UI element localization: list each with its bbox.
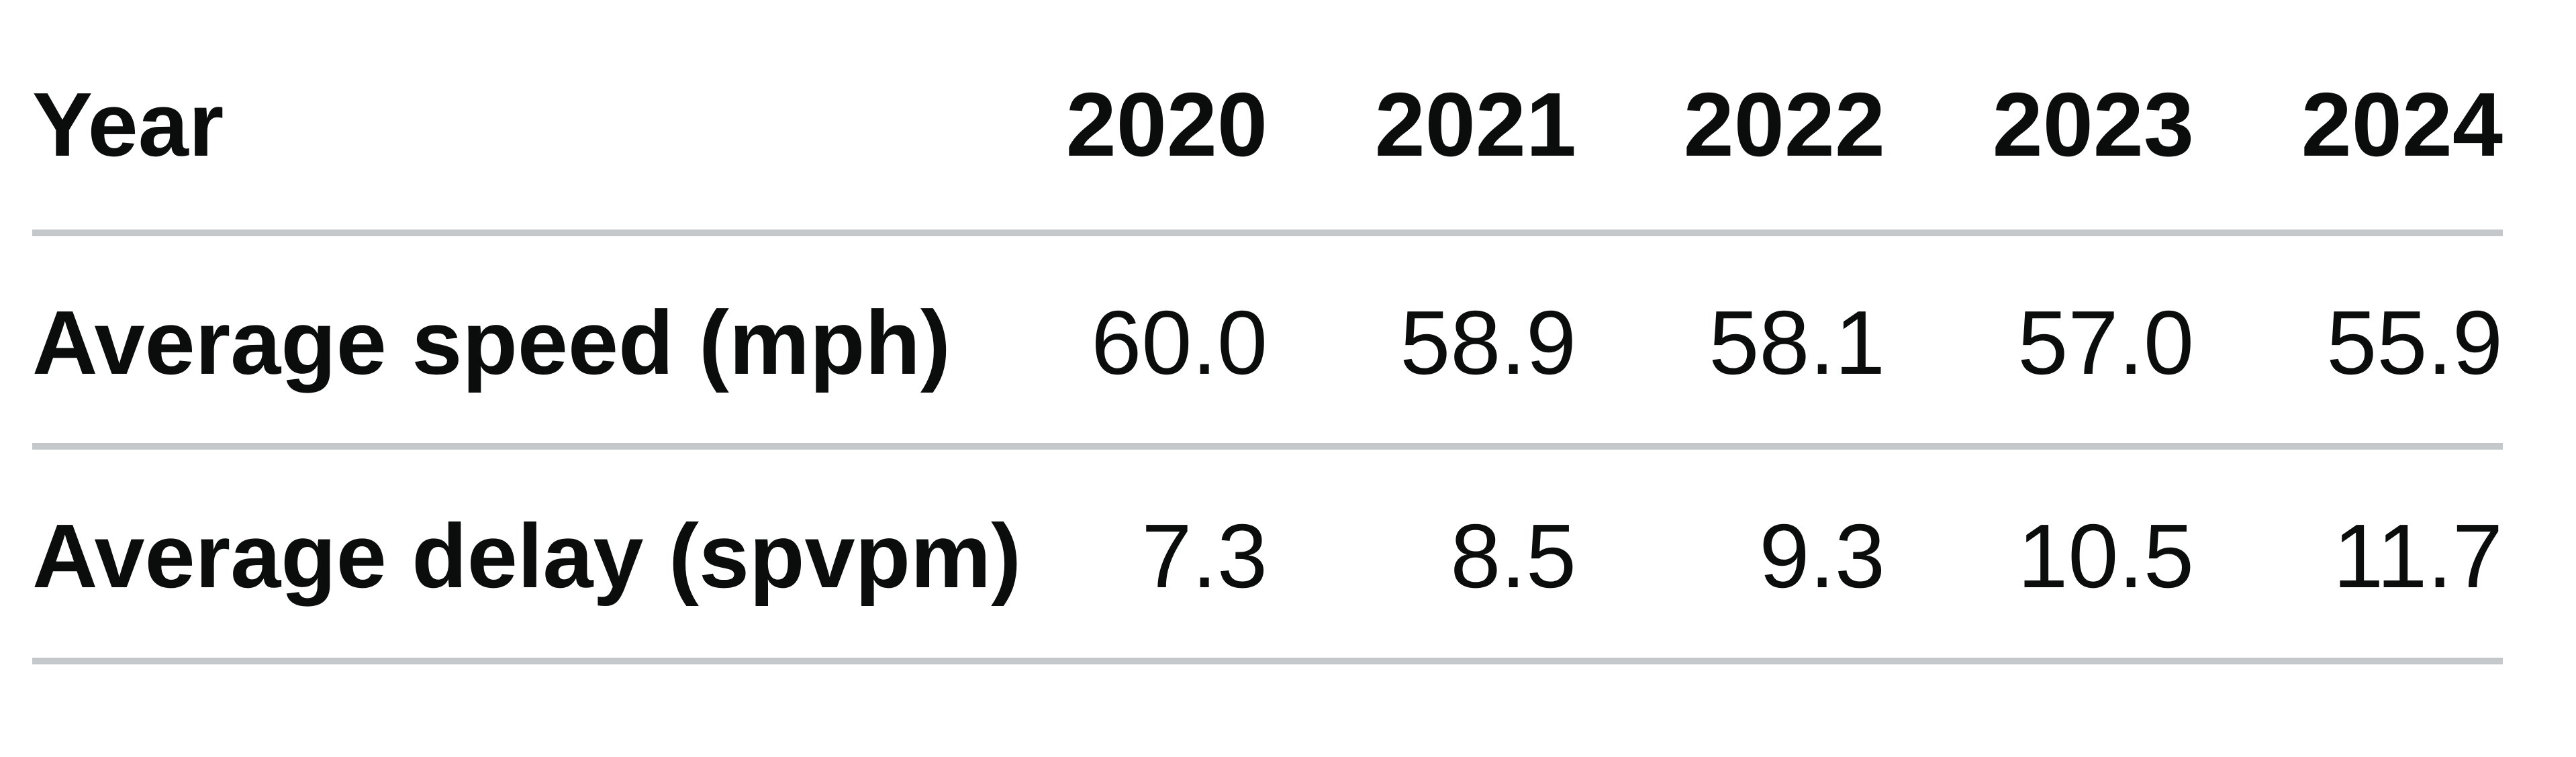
year-stats-table-container: Year 2020 2021 2022 2023 2024 Average sp… — [32, 0, 2503, 664]
table-row-average-delay: Average delay (spvpm) 7.3 8.5 9.3 10.5 1… — [32, 446, 2503, 664]
header-year-label: Year — [32, 0, 959, 236]
header-2023: 2023 — [1885, 0, 2194, 236]
row-label-average-speed: Average speed (mph) — [32, 233, 959, 450]
speed-value-2023: 57.0 — [1885, 233, 2194, 450]
speed-value-2024: 55.9 — [2194, 233, 2503, 450]
delay-value-2021: 8.5 — [1268, 446, 1576, 664]
row-label-average-delay: Average delay (spvpm) — [32, 446, 1021, 664]
header-2021: 2021 — [1268, 0, 1576, 236]
table-row-average-speed: Average speed (mph) 60.0 58.9 58.1 57.0 … — [32, 233, 2503, 450]
speed-value-2020: 60.0 — [959, 233, 1268, 450]
delay-value-2022: 9.3 — [1576, 446, 1885, 664]
delay-value-2023: 10.5 — [1885, 446, 2194, 664]
header-2020: 2020 — [959, 0, 1268, 236]
table-header-row: Year 2020 2021 2022 2023 2024 — [32, 0, 2503, 236]
header-2022: 2022 — [1576, 0, 1885, 236]
header-2024: 2024 — [2194, 0, 2503, 236]
delay-value-2024: 11.7 — [2194, 446, 2503, 664]
year-stats-table: Year 2020 2021 2022 2023 2024 Average sp… — [32, 0, 2503, 664]
speed-value-2021: 58.9 — [1268, 233, 1576, 450]
delay-value-2020: 7.3 — [959, 446, 1268, 664]
speed-value-2022: 58.1 — [1576, 233, 1885, 450]
